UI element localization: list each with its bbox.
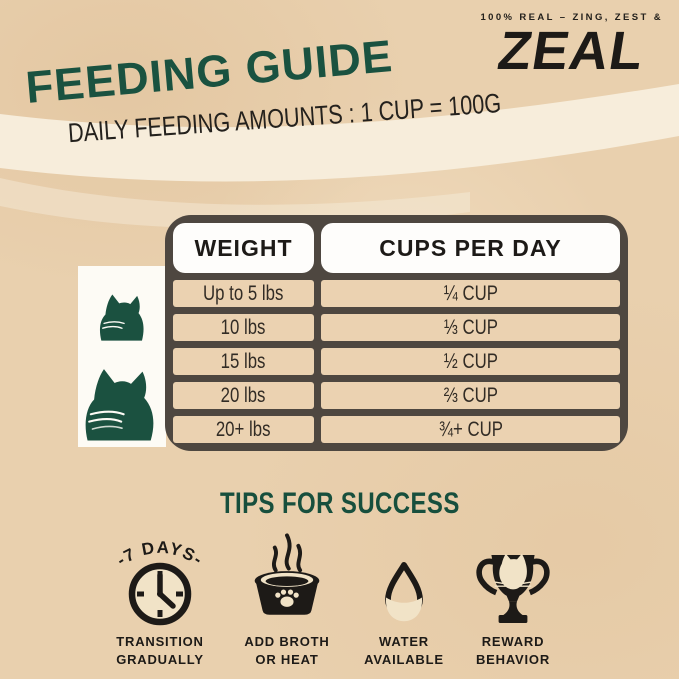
tip-transition-gradually: -7 DAYS- TRANSITION GRADUALLY bbox=[95, 530, 225, 668]
brand-block: 100% REAL – ZING, ZEST & ZEAL bbox=[480, 12, 663, 81]
table-row-weight: 10 lbs bbox=[173, 314, 314, 341]
small-cat-icon bbox=[99, 294, 144, 341]
trophy-cat-icon bbox=[476, 553, 550, 623]
table-header-cups: CUPS PER DAY bbox=[321, 223, 620, 273]
table-row-weight: Up to 5 lbs bbox=[173, 280, 314, 307]
table-row-cups: ½ CUP bbox=[321, 348, 620, 375]
table-row-weight: 15 lbs bbox=[173, 348, 314, 375]
tips-title: TIPS FOR SUCCESS bbox=[219, 487, 460, 520]
clock-icon: -7 DAYS- bbox=[113, 538, 205, 626]
zeal-logo: ZEAL bbox=[494, 21, 649, 81]
tip-water-available: WATER AVAILABLE bbox=[339, 530, 469, 668]
table-row-cups: ⅔ CUP bbox=[321, 382, 620, 409]
tip-reward-behavior: REWARD BEHAVIOR bbox=[448, 530, 578, 668]
steaming-bowl-icon bbox=[254, 533, 320, 615]
table-row-weight: 20 lbs bbox=[173, 382, 314, 409]
water-droplet-icon bbox=[385, 562, 423, 622]
tip-label: ADD BROTH OR HEAT bbox=[244, 634, 330, 667]
tip-label: REWARD BEHAVIOR bbox=[475, 634, 551, 667]
tip-label: TRANSITION GRADUALLY bbox=[116, 634, 204, 667]
feeding-table: WEIGHT CUPS PER DAY Up to 5 lbs ¼ CUP 10… bbox=[165, 215, 628, 451]
table-row-cups: ⅓ CUP bbox=[321, 314, 620, 341]
table-row-cups: ¼ CUP bbox=[321, 280, 620, 307]
table-row-cups: ¾+ CUP bbox=[321, 416, 620, 443]
tip-label: WATER AVAILABLE bbox=[364, 634, 444, 667]
brand-tagline: 100% REAL – ZING, ZEST & bbox=[480, 12, 663, 23]
table-header-weight: WEIGHT bbox=[173, 223, 314, 273]
table-row-weight: 20+ lbs bbox=[173, 416, 314, 443]
cat-silhouettes-panel bbox=[78, 266, 166, 447]
tip-add-broth-or-heat: ADD BROTH OR HEAT bbox=[222, 530, 352, 668]
large-cat-icon bbox=[85, 369, 154, 441]
